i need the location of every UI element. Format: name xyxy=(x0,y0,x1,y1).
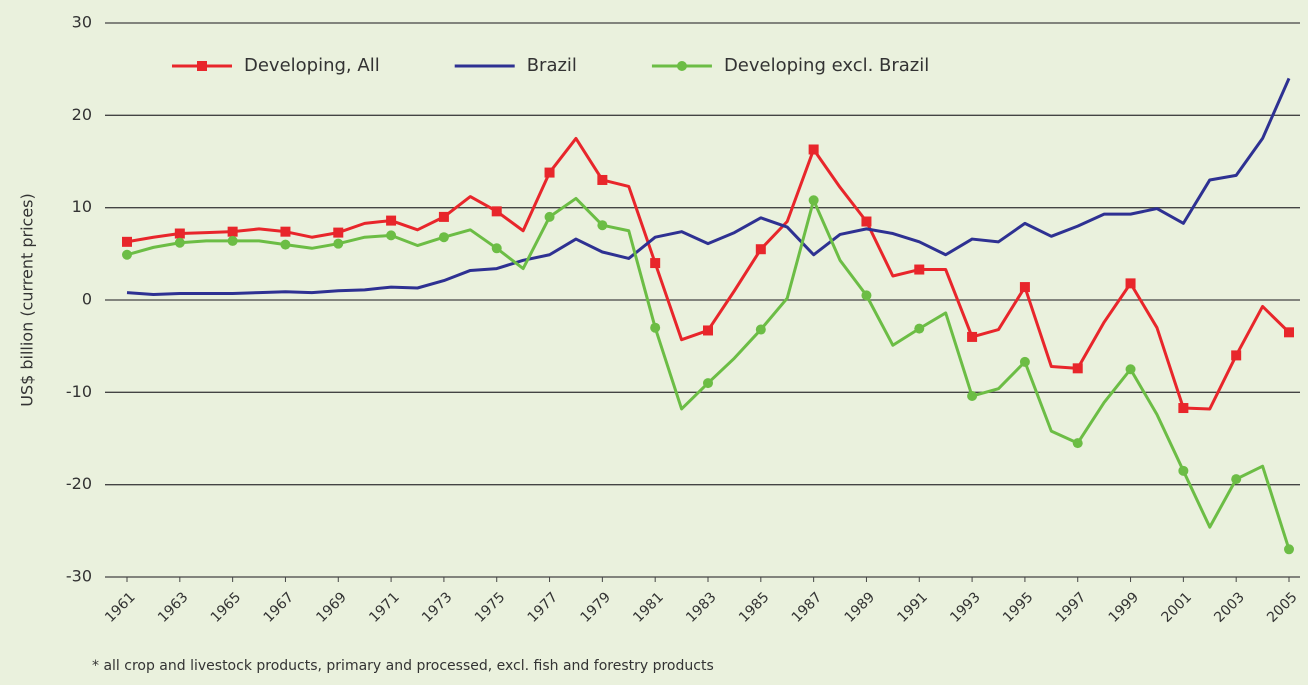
series-line xyxy=(126,196,1291,550)
x-tick-label: 1969 xyxy=(313,589,350,626)
y-tick-label: -20 xyxy=(66,474,92,493)
legend-label: Developing, All xyxy=(244,55,380,76)
marker xyxy=(1231,350,1242,361)
marker xyxy=(914,323,925,334)
y-tick-label: 0 xyxy=(82,290,92,309)
x-tick-label: 1977 xyxy=(525,589,562,626)
marker xyxy=(703,378,713,389)
marker xyxy=(438,232,449,243)
marker xyxy=(755,244,766,255)
footnote: * all crop and livestock products, prima… xyxy=(92,658,714,674)
marker xyxy=(1072,438,1083,449)
x-tick-label: 1991 xyxy=(894,589,931,626)
marker xyxy=(703,325,713,336)
marker xyxy=(174,237,185,248)
marker xyxy=(280,239,291,250)
x-tick-label: 2003 xyxy=(1211,589,1248,626)
x-tick-label: 1965 xyxy=(208,589,245,626)
x-tick-label: 1979 xyxy=(578,589,615,626)
x-tick-label: 1963 xyxy=(155,589,192,626)
y-tick-label: 10 xyxy=(72,197,92,216)
x-tick-label: 1995 xyxy=(1000,589,1037,626)
marker xyxy=(1125,278,1136,289)
x-tick-label: 1967 xyxy=(261,589,298,626)
marker xyxy=(491,243,502,254)
x-tick-label: 1975 xyxy=(472,589,509,626)
marker xyxy=(227,226,238,237)
marker xyxy=(650,258,661,269)
marker xyxy=(755,324,766,335)
marker xyxy=(1019,282,1030,293)
marker xyxy=(1125,364,1136,375)
x-tick-label: 1973 xyxy=(419,589,456,626)
marker xyxy=(808,195,819,206)
x-tick-label: 1987 xyxy=(789,589,826,626)
marker xyxy=(386,215,397,226)
marker xyxy=(438,211,449,222)
x-tick-label: 1999 xyxy=(1106,589,1143,626)
marker xyxy=(386,230,397,241)
marker xyxy=(1178,465,1189,476)
marker xyxy=(1284,327,1294,338)
legend-marker xyxy=(676,61,687,71)
marker xyxy=(597,174,608,185)
marker xyxy=(808,144,819,155)
x-tick-label: 1997 xyxy=(1053,589,1090,626)
x-tick-label: 1981 xyxy=(630,589,667,626)
marker xyxy=(1284,544,1294,555)
marker xyxy=(650,322,661,333)
marker xyxy=(597,220,608,231)
marker xyxy=(1231,474,1242,485)
marker xyxy=(122,249,132,260)
marker xyxy=(333,238,344,249)
series-line xyxy=(126,136,1291,411)
x-tick-label: 1961 xyxy=(102,589,139,626)
marker xyxy=(333,227,344,238)
marker xyxy=(967,331,978,342)
marker xyxy=(280,226,291,237)
marker xyxy=(1178,403,1189,414)
legend-label: Brazil xyxy=(527,55,577,76)
marker xyxy=(174,228,185,239)
y-axis-label: US$ billion (current prices) xyxy=(18,193,37,407)
marker xyxy=(861,216,872,227)
marker xyxy=(544,167,555,178)
x-tick-label: 1983 xyxy=(683,589,720,626)
marker xyxy=(1072,363,1083,374)
marker xyxy=(544,211,555,222)
y-tick-label: -30 xyxy=(66,567,92,586)
x-tick-label: 1985 xyxy=(736,589,773,626)
marker xyxy=(491,206,502,217)
y-tick-label: 30 xyxy=(72,13,92,32)
marker xyxy=(227,235,238,246)
x-tick-label: 1971 xyxy=(366,589,403,626)
marker xyxy=(861,290,872,301)
legend-label: Developing excl. Brazil xyxy=(724,55,929,76)
y-tick-label: -10 xyxy=(66,382,92,401)
x-tick-label: 2005 xyxy=(1264,589,1301,626)
marker xyxy=(1019,356,1030,367)
marker xyxy=(914,264,925,275)
marker xyxy=(122,236,132,247)
x-tick-label: 1993 xyxy=(947,589,984,626)
series-line xyxy=(126,77,1291,296)
x-tick-label: 2001 xyxy=(1159,589,1196,626)
marker xyxy=(967,391,978,402)
y-tick-label: 20 xyxy=(72,105,92,124)
x-tick-label: 1989 xyxy=(842,589,879,626)
legend-marker xyxy=(197,61,207,71)
